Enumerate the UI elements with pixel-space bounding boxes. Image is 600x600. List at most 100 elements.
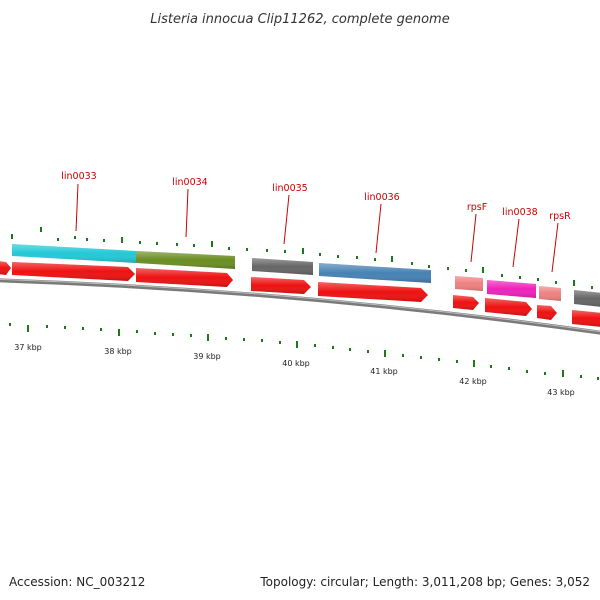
gene-label-rpsR: rpsR	[549, 211, 571, 222]
gene-feature-lin0034[interactable]	[136, 251, 235, 269]
scale-tick	[447, 267, 449, 270]
gene-feature-rpsF[interactable]	[455, 276, 483, 291]
scale-tick	[519, 276, 521, 279]
genome-backbone	[0, 278, 600, 335]
scale-tick	[40, 227, 42, 232]
scale-tick	[46, 325, 48, 328]
leader-line-lin0035	[283, 194, 290, 245]
kbp-scale: 37 kbp 38 kbp 39 kbp 40 kbp 41 kbp 42 kb…	[14, 343, 575, 397]
scale-tick	[100, 328, 102, 331]
scale-tick	[374, 258, 376, 261]
scale-tick	[555, 281, 557, 284]
leader-line-rpsF	[470, 213, 477, 263]
scale-tick	[82, 327, 84, 330]
cds-arrow-rpsF[interactable]	[453, 295, 479, 310]
scale-tick	[118, 329, 120, 336]
scale-tick	[367, 350, 369, 353]
scale-tick	[9, 323, 11, 326]
gene-feature-lin0035[interactable]	[252, 258, 313, 275]
scale-tick	[176, 243, 178, 246]
scale-tick	[597, 377, 599, 380]
gene-label-lin0038: lin0038	[502, 207, 537, 218]
scale-tick	[562, 370, 564, 377]
leader-line-rpsR	[551, 222, 559, 273]
scale-tick	[508, 367, 510, 370]
scale-tick	[580, 375, 582, 378]
scale-tick	[456, 360, 458, 363]
leader-line-lin0036	[375, 203, 382, 254]
gene-label-lin0036: lin0036	[364, 192, 399, 203]
cds-arrow-lin0035[interactable]	[251, 277, 311, 294]
scale-tick	[261, 339, 263, 342]
scale-tick	[544, 372, 546, 375]
scale-tick	[279, 341, 281, 344]
gene-feature-row	[12, 244, 600, 307]
scale-tick	[356, 256, 358, 259]
leader-line-lin0033	[75, 183, 79, 232]
scale-tick	[391, 256, 393, 262]
kbp-label: 40 kbp	[282, 359, 310, 368]
scale-tick	[86, 238, 88, 241]
cds-arrow-rpsR[interactable]	[537, 305, 557, 320]
scale-tick	[314, 344, 316, 347]
scale-tick	[349, 348, 351, 351]
scale-tick	[428, 265, 430, 268]
scale-tick	[190, 334, 192, 337]
scale-tick	[482, 267, 484, 273]
cds-arrow-edge[interactable]	[572, 310, 600, 327]
scale-tick	[225, 337, 227, 340]
scale-tick	[74, 236, 76, 239]
scale-tick	[420, 356, 422, 359]
gene-feature-lin0033[interactable]	[12, 244, 136, 263]
scale-tick	[490, 365, 492, 368]
upper-tick-row	[11, 227, 593, 289]
cds-arrow-row	[0, 261, 600, 327]
scale-tick	[228, 247, 230, 250]
cds-arrow[interactable]	[0, 261, 11, 275]
accession-text: Accession: NC_003212	[9, 575, 145, 589]
genome-backbone-highlight	[0, 278, 600, 333]
kbp-label: 43 kbp	[547, 388, 575, 397]
scale-tick	[172, 333, 174, 336]
gene-label-lin0033: lin0033	[61, 171, 96, 182]
gene-label-lin0035: lin0035	[272, 183, 307, 194]
cds-arrow-lin0033[interactable]	[12, 262, 135, 281]
gene-feature-lin0038[interactable]	[487, 280, 536, 298]
scale-tick	[332, 346, 334, 349]
scale-tick	[154, 332, 156, 335]
leader-line-lin0038	[512, 218, 520, 268]
scale-tick	[573, 280, 575, 286]
scale-tick	[411, 262, 413, 265]
gene-label-rpsF: rpsF	[467, 202, 487, 213]
scale-tick	[211, 241, 213, 247]
gene-feature-edge[interactable]	[574, 290, 600, 307]
scale-tick	[284, 250, 286, 253]
scale-tick	[526, 370, 528, 373]
cds-arrow-lin0036[interactable]	[318, 282, 428, 302]
scale-tick	[193, 244, 195, 247]
scale-tick	[337, 255, 339, 258]
scale-tick	[266, 249, 268, 252]
kbp-label: 37 kbp	[14, 343, 42, 352]
map-title: Listeria innocua Clip11262, complete gen…	[150, 12, 449, 27]
kbp-label: 39 kbp	[193, 352, 221, 361]
scale-tick	[11, 234, 13, 239]
cds-arrow-lin0038[interactable]	[485, 298, 532, 316]
scale-tick	[103, 239, 105, 242]
gene-labels: lin0033 lin0034 lin0035 lin0036 rpsF lin…	[61, 171, 571, 222]
kbp-label: 41 kbp	[370, 367, 398, 376]
gene-feature-rpsR[interactable]	[539, 286, 561, 301]
scale-tick	[473, 360, 475, 367]
gene-leader-lines	[75, 183, 559, 273]
gene-feature-lin0036[interactable]	[319, 263, 431, 283]
scale-tick	[402, 354, 404, 357]
genome-summary-text: Topology: circular; Length: 3,011,208 bp…	[259, 575, 590, 589]
scale-tick	[246, 248, 248, 251]
scale-tick	[243, 338, 245, 341]
scale-tick	[136, 330, 138, 333]
scale-tick	[156, 242, 158, 245]
scale-tick	[121, 237, 123, 243]
scale-tick	[438, 358, 440, 361]
cds-arrow-lin0034[interactable]	[136, 268, 233, 287]
